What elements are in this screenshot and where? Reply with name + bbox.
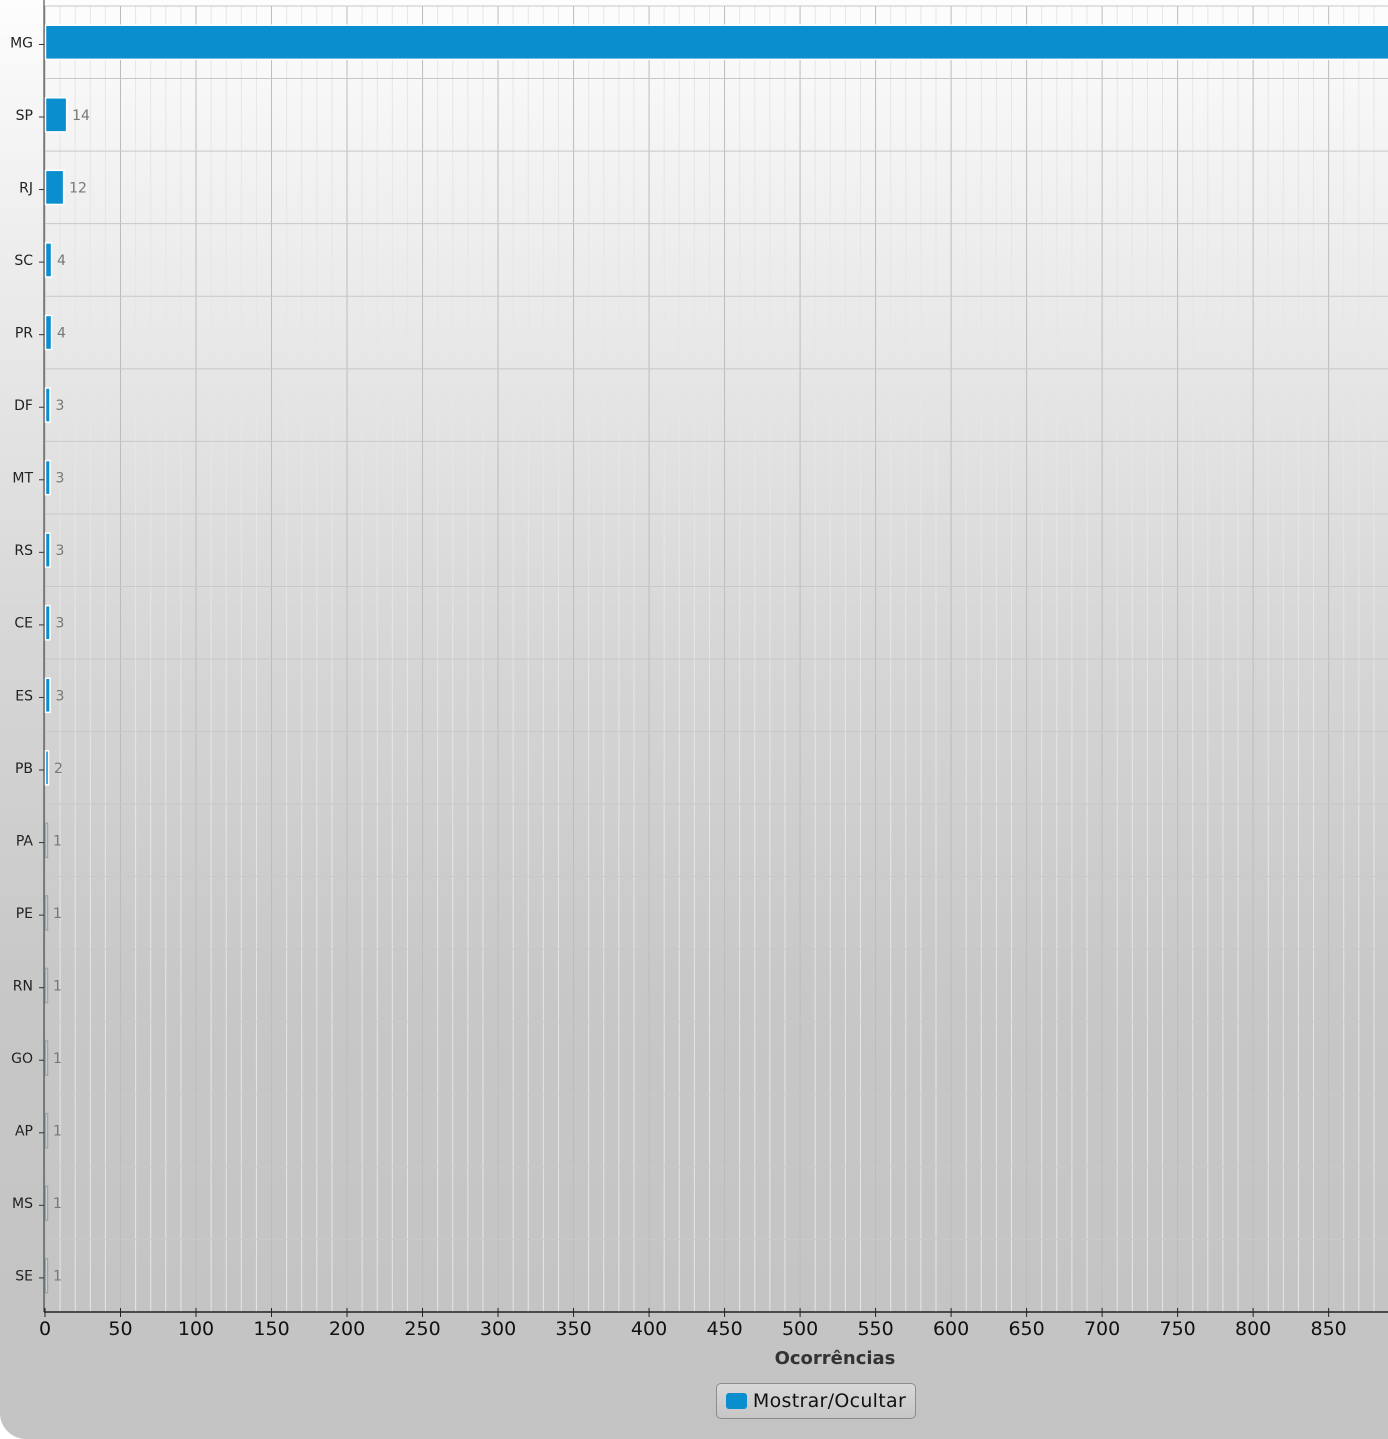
bar-pa[interactable] [44, 822, 49, 859]
x-tick-label: 350 [555, 1318, 591, 1340]
y-tick-label-pe: PE [16, 906, 33, 922]
bar-rj[interactable] [44, 169, 65, 206]
bar-ce[interactable] [44, 604, 51, 641]
x-axis-title: Ocorrências [775, 1348, 896, 1369]
y-tick-label-ms: MS [12, 1196, 33, 1212]
legend-swatch [725, 1393, 747, 1409]
data-label-rj: 12 [69, 180, 87, 196]
y-tick-label-df: DF [14, 398, 33, 414]
x-tick-label: 250 [404, 1318, 440, 1340]
y-tick-label-pa: PA [16, 833, 34, 849]
y-tick-label-sc: SC [14, 253, 33, 269]
data-label-sp: 14 [72, 108, 90, 124]
x-tick-label: 700 [1084, 1318, 1120, 1340]
data-label-ap: 1 [53, 1124, 62, 1140]
data-label-rn: 1 [53, 979, 62, 995]
data-label-ce: 3 [56, 616, 65, 632]
legend-label: Mostrar/Ocultar [752, 1390, 907, 1412]
data-label-se: 1 [53, 1269, 62, 1285]
x-tick-label: 150 [253, 1318, 289, 1340]
bar-mg[interactable] [44, 24, 1388, 61]
y-tick-label-rn: RN [13, 979, 33, 995]
x-tick-label: 100 [178, 1318, 214, 1340]
bar-ms[interactable] [44, 1185, 49, 1221]
data-label-rs: 3 [56, 543, 65, 559]
bar-rn[interactable] [44, 967, 49, 1004]
x-tick-label: 550 [857, 1318, 893, 1340]
data-label-es: 3 [56, 688, 65, 704]
data-label-sc: 4 [57, 253, 66, 269]
bar-rs[interactable] [44, 532, 51, 568]
bars: 14 12 4 4 3 3 3 3 3 2 1 1 1 1 1 1 1 [44, 24, 1388, 1294]
bar-pe[interactable] [44, 895, 49, 931]
data-label-pr: 4 [57, 326, 66, 342]
bar-pb[interactable] [44, 750, 50, 786]
x-tick-label: 400 [631, 1318, 667, 1340]
legend-toggle-button[interactable]: Mostrar/Ocultar [716, 1383, 916, 1419]
y-tick-label-go: GO [11, 1051, 33, 1067]
bar-sc[interactable] [44, 242, 53, 278]
axes: MG SP RJ SC PR DF MT RS CE ES PB PA PE RN GO AP MS SE 0 50 1… [10, 0, 1388, 1340]
bar-pr[interactable] [44, 314, 53, 351]
x-tick-label: 850 [1311, 1318, 1347, 1340]
x-tick-label: 450 [706, 1318, 742, 1340]
y-tick-label-mt: MT [12, 471, 33, 487]
bar-go[interactable] [44, 1040, 49, 1076]
y-tick-label-pr: PR [15, 326, 33, 342]
data-label-pe: 1 [53, 906, 62, 922]
y-tick-label-mg: MG [10, 35, 33, 51]
x-tick-label: 800 [1235, 1318, 1271, 1340]
y-tick-label-es: ES [15, 688, 33, 704]
y-tick-label-sp: SP [16, 108, 33, 124]
data-label-pa: 1 [53, 833, 62, 849]
y-tick-label-rj: RJ [19, 180, 33, 196]
x-tick-label: 600 [933, 1318, 969, 1340]
bar-df[interactable] [44, 387, 51, 423]
bar-es[interactable] [44, 677, 51, 714]
y-tick-label-pb: PB [15, 761, 33, 777]
bar-mt[interactable] [44, 459, 51, 496]
x-tick-label: 300 [480, 1318, 516, 1340]
data-label-mt: 3 [56, 471, 65, 487]
x-tick-label: 750 [1159, 1318, 1195, 1340]
y-tick-label-rs: RS [14, 543, 33, 559]
x-tick-label: 500 [782, 1318, 818, 1340]
y-tick-label-se: SE [15, 1269, 33, 1285]
x-tick-label: 0 [39, 1318, 51, 1340]
data-label-go: 1 [53, 1051, 62, 1067]
data-label-pb: 2 [54, 761, 63, 777]
bar-se[interactable] [44, 1257, 49, 1294]
x-tick-label: 650 [1008, 1318, 1044, 1340]
bar-ap[interactable] [44, 1112, 49, 1149]
grid-lines [44, 5, 1388, 1313]
x-tick-label: 200 [329, 1318, 365, 1340]
x-tick-label: 50 [108, 1318, 132, 1340]
y-tick-label-ce: CE [14, 616, 33, 632]
data-label-df: 3 [56, 398, 65, 414]
data-label-ms: 1 [53, 1196, 62, 1212]
y-tick-label-ap: AP [15, 1124, 33, 1140]
bar-sp[interactable] [44, 97, 68, 133]
